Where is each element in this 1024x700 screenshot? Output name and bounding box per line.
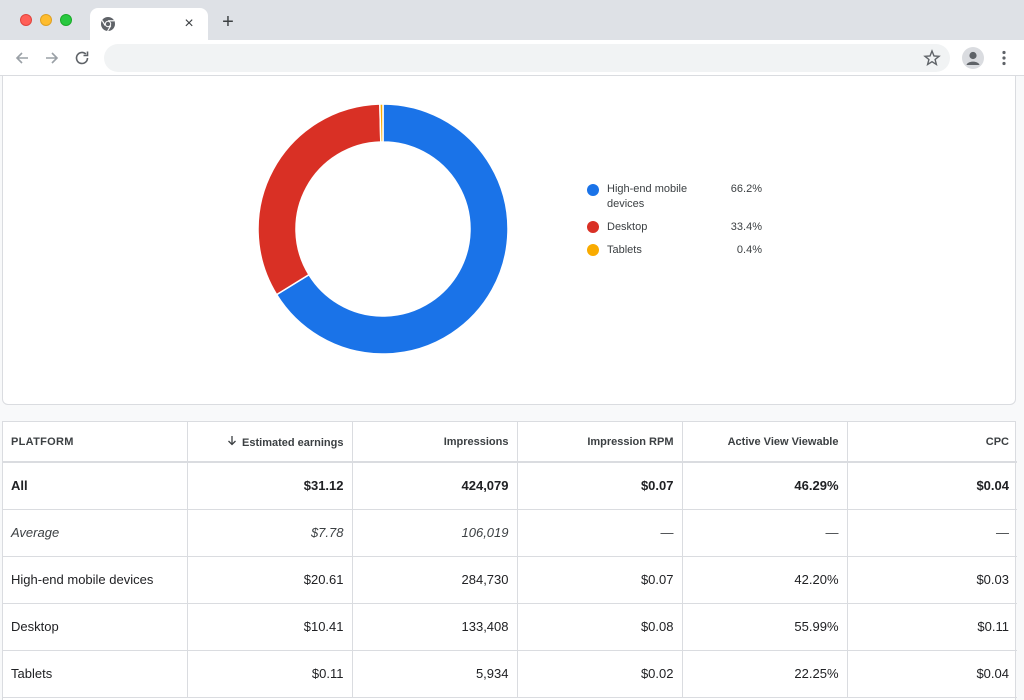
reload-icon[interactable] <box>72 48 92 68</box>
table-cell: $0.02 <box>517 650 683 698</box>
table-cell: 106,019 <box>352 509 518 557</box>
tab-close-icon[interactable]: × <box>184 15 194 32</box>
column-header-cpc[interactable]: CPC <box>847 422 1017 463</box>
legend-item-desktop[interactable]: Desktop 33.4% <box>587 220 767 243</box>
legend-item-tablets[interactable]: Tablets 0.4% <box>587 243 767 266</box>
column-header-label: Estimated earnings <box>242 436 344 449</box>
maximize-window-button[interactable] <box>60 14 72 26</box>
table-cell: 42.20% <box>682 556 848 604</box>
table-cell: $0.11 <box>847 603 1017 651</box>
arrow-down-icon <box>227 435 237 449</box>
more-menu-icon[interactable] <box>994 48 1014 68</box>
column-header-impression-rpm[interactable]: Impression RPM <box>517 422 683 463</box>
table-row-total: All $31.12 424,079 $0.07 46.29% $0.04 <box>3 462 1017 510</box>
chart-legend: High-end mobile devices 66.2% Desktop 33… <box>587 182 767 266</box>
table-cell: $7.78 <box>187 509 353 557</box>
report-page: High-end mobile devices 66.2% Desktop 33… <box>0 76 1024 700</box>
donut-slice-tablets[interactable] <box>379 103 384 143</box>
browser-tabstrip: × + <box>0 0 1024 40</box>
table-cell: 22.25% <box>682 650 848 698</box>
donut-slice-high-end-mobile[interactable] <box>275 103 509 355</box>
table-cell: $20.61 <box>187 556 353 604</box>
table-row-average: Average $7.78 106,019 — — — <box>3 509 1017 557</box>
platform-chart-card: High-end mobile devices 66.2% Desktop 33… <box>2 76 1016 405</box>
table-cell: 55.99% <box>682 603 848 651</box>
column-header-estimated-earnings[interactable]: Estimated earnings <box>187 422 353 463</box>
legend-value: 33.4% <box>730 221 762 233</box>
chrome-icon <box>101 17 115 32</box>
legend-label: Desktop <box>607 221 648 233</box>
minimize-window-button[interactable] <box>40 14 52 26</box>
legend-value: 0.4% <box>736 244 762 256</box>
table-cell: $31.12 <box>187 462 353 510</box>
table-cell: $0.11 <box>187 650 353 698</box>
person-icon <box>966 51 980 65</box>
table-cell: $0.04 <box>847 462 1017 510</box>
table-header-row: PLATFORM Estimated earnings Impressions … <box>3 422 1017 463</box>
table-row[interactable]: Tablets $0.11 5,934 $0.02 22.25% $0.04 <box>3 650 1017 698</box>
legend-dot-desktop <box>587 221 599 233</box>
table-cell: $10.41 <box>187 603 353 651</box>
forward-icon[interactable] <box>42 48 62 68</box>
table-cell: 133,408 <box>352 603 518 651</box>
table-cell: Tablets <box>3 650 188 698</box>
column-header-active-view-viewable[interactable]: Active View Viewable <box>682 422 848 463</box>
table-row[interactable]: Desktop $10.41 133,408 $0.08 55.99% $0.1… <box>3 603 1017 651</box>
table-cell: $0.03 <box>847 556 1017 604</box>
legend-label: Tablets <box>607 244 642 256</box>
back-icon[interactable] <box>12 48 32 68</box>
table-cell: 424,079 <box>352 462 518 510</box>
table-cell: — <box>517 509 683 557</box>
table-cell: $0.04 <box>847 650 1017 698</box>
donut-slice-desktop[interactable] <box>257 103 382 296</box>
table-cell: All <box>3 462 188 510</box>
table-cell: $0.07 <box>517 462 683 510</box>
table-cell: 46.29% <box>682 462 848 510</box>
legend-dot-tablets <box>587 244 599 256</box>
table-cell: $0.08 <box>517 603 683 651</box>
platform-table: PLATFORM Estimated earnings Impressions … <box>3 422 1017 698</box>
table-cell: 284,730 <box>352 556 518 604</box>
column-header-impressions[interactable]: Impressions <box>352 422 518 463</box>
close-window-button[interactable] <box>20 14 32 26</box>
legend-item-high-end-mobile[interactable]: High-end mobile devices 66.2% <box>587 182 767 220</box>
table-cell: — <box>847 509 1017 557</box>
table-cell: High-end mobile devices <box>3 556 188 604</box>
table-cell: 5,934 <box>352 650 518 698</box>
browser-tab[interactable]: × <box>90 8 208 40</box>
table-row[interactable]: High-end mobile devices $20.61 284,730 $… <box>3 556 1017 604</box>
legend-label-line-1: High-end mobile <box>607 183 688 195</box>
profile-avatar[interactable] <box>962 47 984 69</box>
platform-table-card: PLATFORM Estimated earnings Impressions … <box>2 421 1017 700</box>
bookmark-star-icon[interactable] <box>922 48 942 68</box>
legend-dot-high-end-mobile <box>587 184 599 196</box>
table-cell: — <box>682 509 848 557</box>
address-bar[interactable] <box>104 44 950 72</box>
table-cell: Average <box>3 509 188 557</box>
browser-toolbar <box>0 40 1024 76</box>
table-cell: $0.07 <box>517 556 683 604</box>
legend-label-line-2: devices <box>607 198 645 210</box>
donut-chart <box>257 103 509 355</box>
new-tab-button[interactable]: + <box>222 11 234 33</box>
legend-value: 66.2% <box>730 183 762 195</box>
table-cell: Desktop <box>3 603 188 651</box>
column-header-platform[interactable]: PLATFORM <box>3 422 188 463</box>
